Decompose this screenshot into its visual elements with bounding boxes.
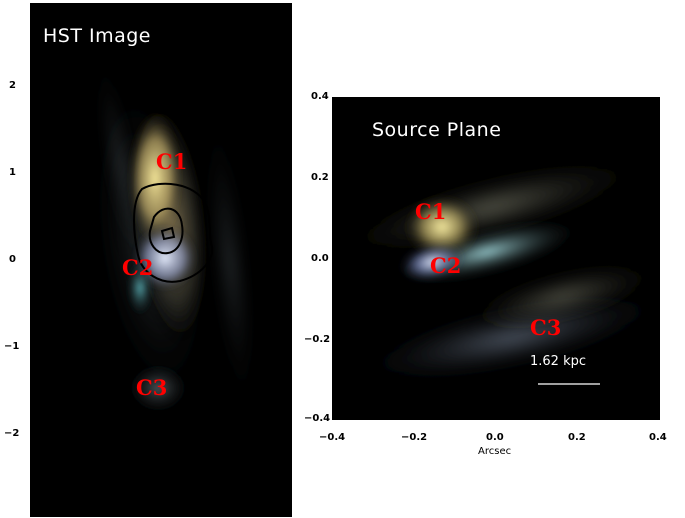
right-ytick-neg0.4: −0.4 [304,413,331,424]
source-plane-render [332,157,660,385]
hst-image-panel: HST Image C1 C2 C3 [30,3,292,517]
hst-image-title: HST Image [43,25,151,47]
hst-clump-c1: C1 [156,149,188,174]
scale-bar-label: 1.62 kpc [530,354,587,369]
right-ytick-neg0.2: −0.2 [304,334,331,345]
right-xtick-0.0: 0.0 [486,432,504,443]
left-ytick-1: 1 [9,167,16,178]
source-clump-c2: C2 [430,253,462,278]
right-xtick-neg0.2: −0.2 [401,432,428,443]
source-plane-panel: Source Plane C1 C2 C3 1.62 kpc [332,97,660,420]
hst-clump-c2: C2 [122,255,154,280]
left-ytick-2: 2 [9,80,16,91]
right-xtick-0.4: 0.4 [649,432,667,443]
right-xtick-0.2: 0.2 [568,432,586,443]
source-clump-c3: C3 [530,315,562,340]
left-ytick-neg2: −2 [4,428,20,439]
right-ytick-0.0: 0.0 [311,253,329,264]
right-ytick-0.2: 0.2 [311,172,329,183]
left-ytick-neg1: −1 [4,341,20,352]
hst-clump-c3: C3 [136,375,168,400]
source-plane-title: Source Plane [372,119,502,141]
hst-image-render [85,44,256,423]
x-axis-label: Arcsec [478,446,512,457]
left-ytick-0: 0 [9,254,16,265]
right-xtick-neg0.4: −0.4 [319,432,346,443]
right-ytick-0.4: 0.4 [311,91,329,102]
source-clump-c1: C1 [415,199,447,224]
